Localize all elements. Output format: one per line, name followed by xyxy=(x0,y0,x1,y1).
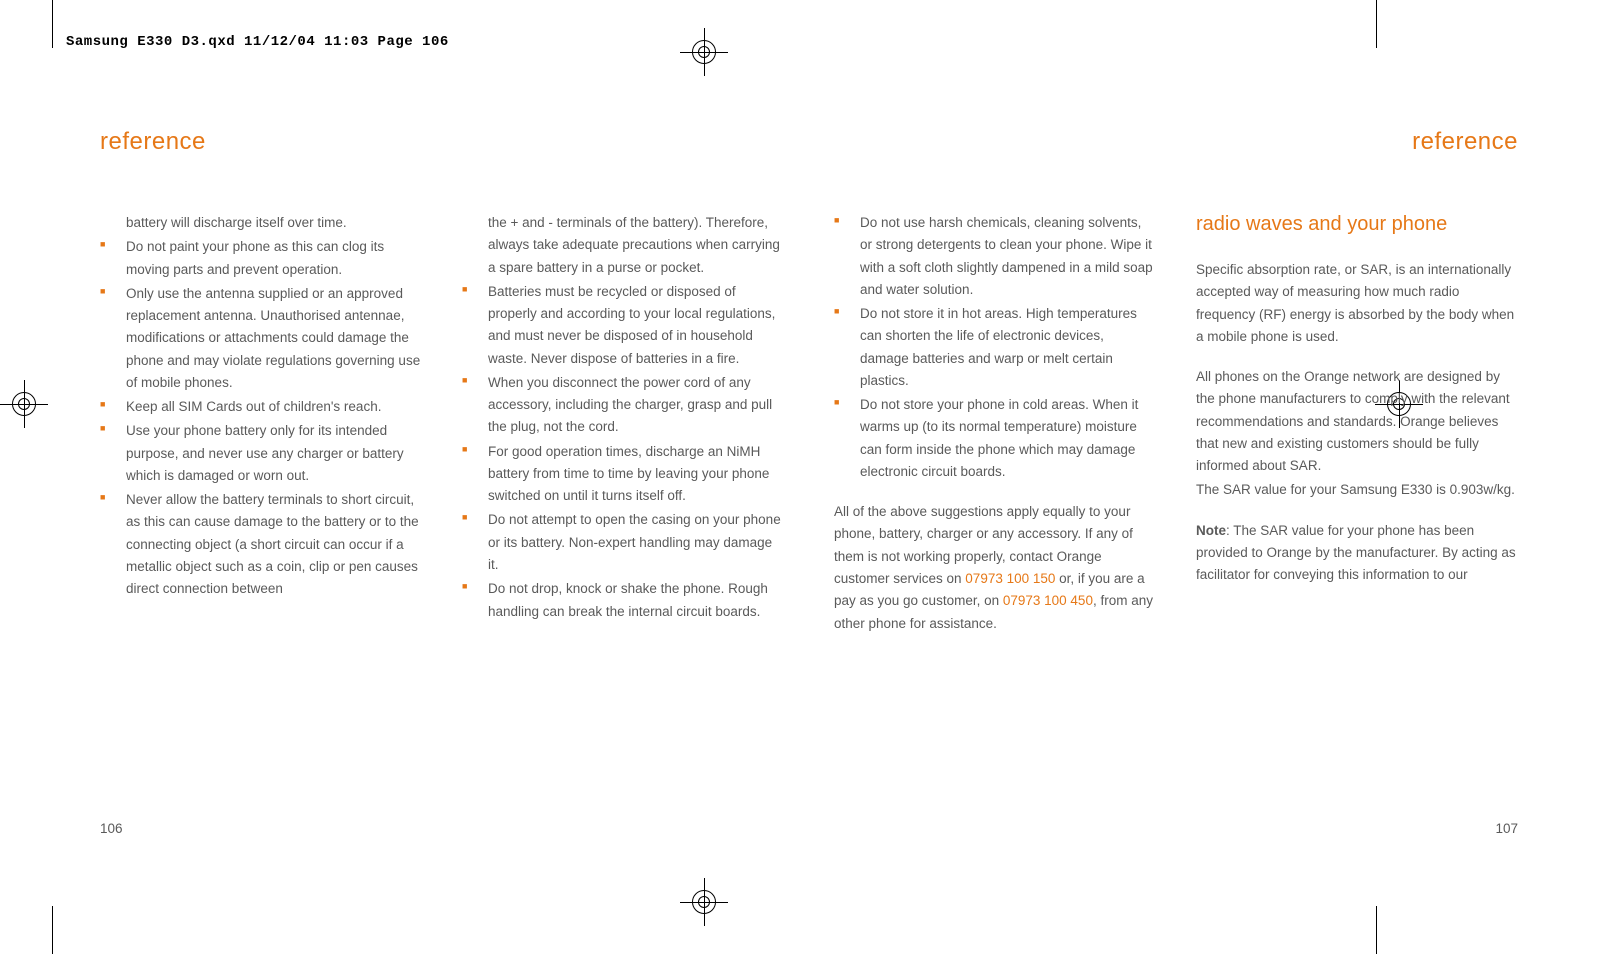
registration-mark xyxy=(680,878,728,926)
bullet-item: Never allow the battery terminals to sho… xyxy=(100,489,422,600)
page-left: reference battery will discharge itself … xyxy=(100,128,784,826)
body-paragraph: Specific absorption rate, or SAR, is an … xyxy=(1196,259,1518,348)
lead-paragraph: the + and - terminals of the battery). T… xyxy=(462,212,784,279)
spread: reference battery will discharge itself … xyxy=(100,128,1518,826)
crop-mark xyxy=(1376,0,1377,48)
bullet-item: For good operation times, discharge an N… xyxy=(462,441,784,508)
bullet-item: Only use the antenna supplied or an appr… xyxy=(100,283,422,394)
closing-paragraph: All of the above suggestions apply equal… xyxy=(834,501,1156,635)
registration-mark xyxy=(0,380,48,428)
note-body: : The SAR value for your phone has been … xyxy=(1196,523,1516,583)
print-slug: Samsung E330 D3.qxd 11/12/04 11:03 Page … xyxy=(66,34,449,50)
bullet-item: Do not attempt to open the casing on you… xyxy=(462,509,784,576)
left-col-1: battery will discharge itself over time.… xyxy=(100,212,422,625)
bullet-item: Batteries must be recycled or disposed o… xyxy=(462,281,784,370)
page-number-left: 106 xyxy=(100,821,123,836)
registration-mark xyxy=(680,28,728,76)
bullet-list: Do not use harsh chemicals, cleaning sol… xyxy=(834,212,1156,483)
bullet-item: Keep all SIM Cards out of children's rea… xyxy=(100,396,422,418)
sub-heading: radio waves and your phone xyxy=(1196,212,1518,237)
note-paragraph: Note: The SAR value for your phone has b… xyxy=(1196,520,1518,587)
bullet-item: Do not store it in hot areas. High tempe… xyxy=(834,303,1156,392)
bullet-item: Do not drop, knock or shake the phone. R… xyxy=(462,578,784,623)
crop-mark xyxy=(52,0,53,48)
left-col-2: the + and - terminals of the battery). T… xyxy=(462,212,784,625)
section-title-right: reference xyxy=(834,128,1518,156)
bullet-list: Do not paint your phone as this can clog… xyxy=(100,236,422,600)
phone-number: 07973 100 450 xyxy=(1003,593,1093,608)
right-col-1: Do not use harsh chemicals, cleaning sol… xyxy=(834,212,1156,637)
page-number-right: 107 xyxy=(1495,821,1518,836)
right-col-2: radio waves and your phone Specific abso… xyxy=(1196,212,1518,637)
crop-mark xyxy=(1376,906,1377,954)
page-right: reference Do not use harsh chemicals, cl… xyxy=(834,128,1518,826)
body-paragraph: All phones on the Orange network are des… xyxy=(1196,366,1518,477)
bullet-item: Do not use harsh chemicals, cleaning sol… xyxy=(834,212,1156,301)
lead-paragraph: battery will discharge itself over time. xyxy=(100,212,422,234)
bullet-item: Do not store your phone in cold areas. W… xyxy=(834,394,1156,483)
bullet-item: Use your phone battery only for its inte… xyxy=(100,420,422,487)
body-paragraph: The SAR value for your Samsung E330 is 0… xyxy=(1196,479,1518,501)
left-columns: battery will discharge itself over time.… xyxy=(100,212,784,625)
crop-mark xyxy=(52,906,53,954)
phone-number: 07973 100 150 xyxy=(965,571,1055,586)
bullet-item: Do not paint your phone as this can clog… xyxy=(100,236,422,281)
bullet-list: Batteries must be recycled or disposed o… xyxy=(462,281,784,623)
right-columns: Do not use harsh chemicals, cleaning sol… xyxy=(834,212,1518,637)
bullet-item: When you disconnect the power cord of an… xyxy=(462,372,784,439)
note-label: Note xyxy=(1196,523,1226,538)
section-title-left: reference xyxy=(100,128,784,156)
